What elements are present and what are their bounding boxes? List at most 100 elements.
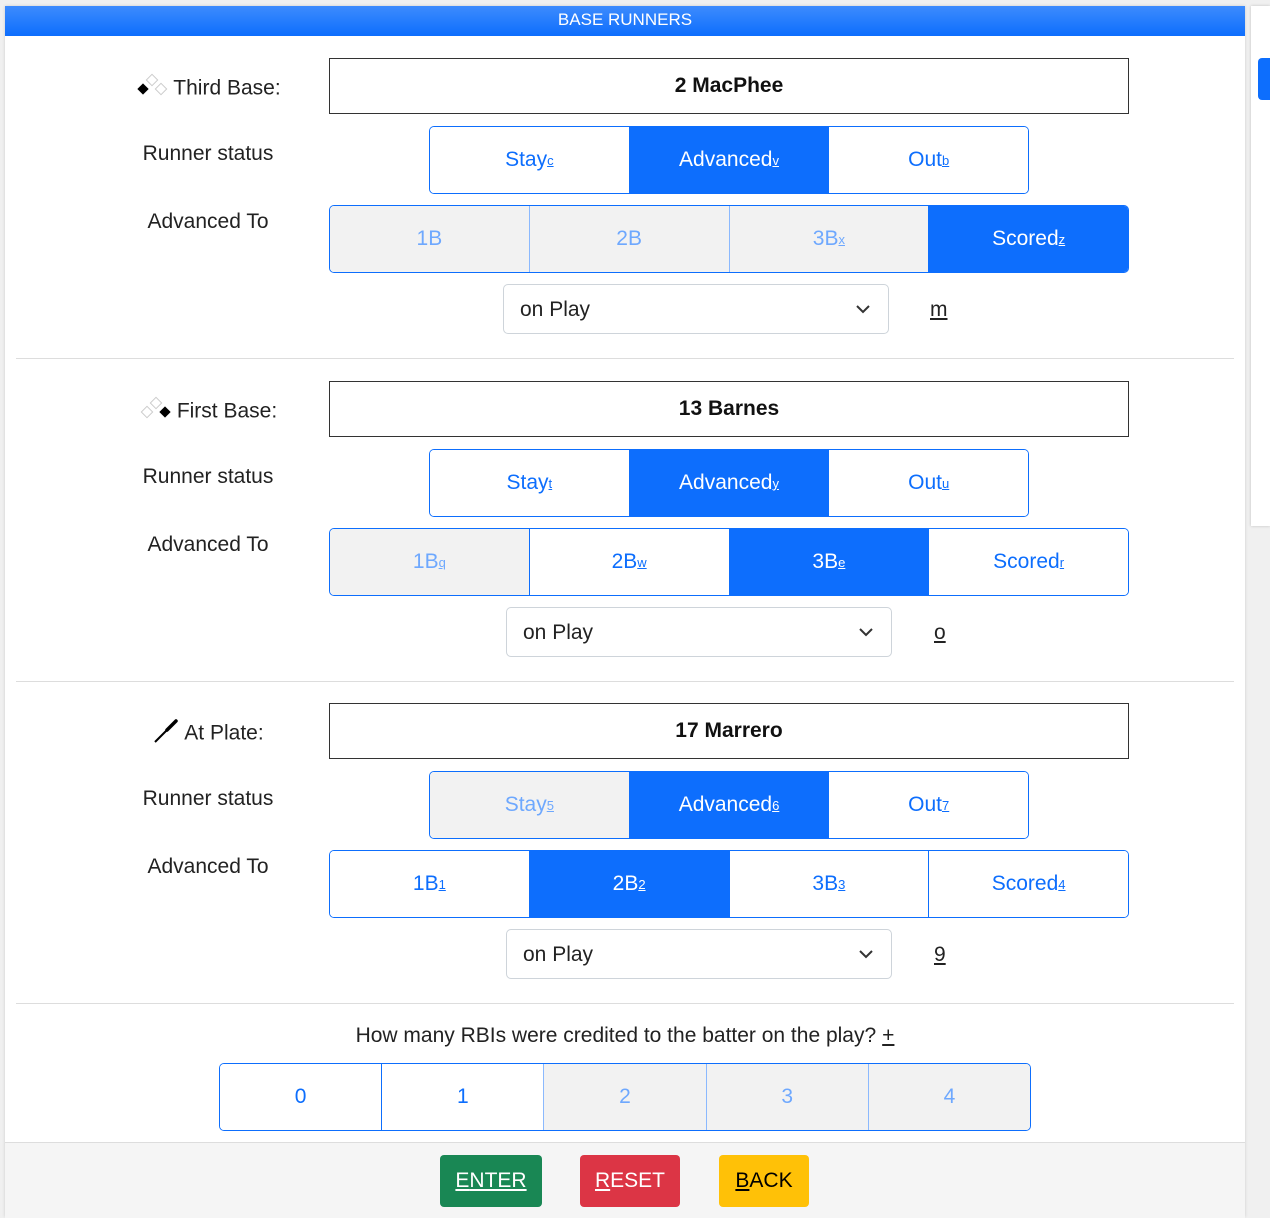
button-label: 2	[619, 1085, 631, 1108]
advance-3b-button[interactable]: 3B x	[728, 206, 929, 272]
advance-2b-button[interactable]: 2B 2	[528, 851, 729, 917]
button-label: Out	[908, 793, 942, 816]
advance-1b-button[interactable]: 1B 1	[330, 851, 529, 917]
runner-position-label: First Base:	[78, 396, 338, 428]
runner-section: First Base: 13 Barnes Runner status Advance…	[5, 359, 1245, 659]
runner-status-label: Runner status	[142, 465, 274, 488]
button-label: 2B	[616, 227, 642, 250]
hotkey-label: u	[941, 475, 950, 491]
runner-section: At Plate: 17 Marrero Runner status Advanced…	[5, 681, 1245, 981]
runner-name-box: 13 Barnes	[329, 381, 1129, 437]
play-select[interactable]: on Play	[503, 284, 889, 334]
section-divider	[16, 681, 1234, 682]
runner-status-label: Runner status	[142, 142, 274, 165]
button-label: 0	[294, 1085, 307, 1108]
hotkey-label: e	[838, 554, 846, 570]
runner-status-group: Stay 5 Advanced 6 Out 7	[429, 771, 1029, 839]
runner-position-label: At Plate:	[78, 718, 338, 750]
button-label: 3B	[812, 872, 839, 895]
section-divider	[16, 358, 1234, 359]
runner-status-group: Stay t Advanced y Out u	[429, 449, 1029, 517]
button-label: 1B	[412, 550, 439, 573]
back-button[interactable]: BACK	[719, 1155, 809, 1207]
advance-scored-button[interactable]: Scored 4	[928, 851, 1128, 917]
button-label: Advanced	[679, 471, 773, 494]
hotkey-label: 3	[838, 876, 846, 892]
hotkey-label: z	[1058, 231, 1066, 247]
hotkey-label: 5	[546, 797, 554, 813]
hotkey-label: t	[548, 475, 553, 491]
advance-1b-button[interactable]: 1B	[330, 206, 529, 272]
advanced-to-group: 1B 1 2B 2 3B 3 Scored 4	[329, 850, 1129, 918]
hotkey-label: 2	[638, 876, 646, 892]
button-label: 2B	[611, 550, 638, 573]
button-label: 1B	[412, 872, 439, 895]
rbi-3-button[interactable]: 3	[705, 1064, 868, 1130]
button-label: 3	[781, 1085, 794, 1108]
rbi-0-button[interactable]: 0	[220, 1064, 382, 1130]
hotkey-label: 1	[438, 876, 446, 892]
hotkey-label: r	[1059, 554, 1065, 570]
button-label: 1	[456, 1085, 469, 1108]
advance-scored-button[interactable]: Scored r	[928, 529, 1128, 595]
footer: ENTER RESET BACK	[5, 1142, 1245, 1218]
button-label: Stay	[506, 471, 549, 494]
advanced-to-group: 1B q 2B w 3B e Scored r	[329, 528, 1129, 596]
reset-button[interactable]: RESET	[580, 1155, 680, 1207]
hotkey-label: c	[547, 152, 554, 168]
side-panel	[1251, 6, 1270, 526]
button-label: Stay	[504, 793, 547, 816]
rbi-2-button[interactable]: 2	[543, 1064, 706, 1130]
position-label-text: First Base:	[176, 399, 278, 423]
base-runners-panel: BASE RUNNERS Third Base: 2 MacPhee Runner …	[5, 6, 1245, 1218]
select-value: on Play	[523, 943, 594, 966]
button-label: 2B	[612, 872, 639, 895]
status-out-button[interactable]: Out u	[828, 450, 1028, 516]
chevron-down-icon	[859, 608, 873, 677]
hotkey-label: w	[637, 554, 647, 570]
first-base-diamond-icon	[139, 396, 173, 427]
position-label-text: Third Base:	[173, 76, 281, 100]
status-advanced-button[interactable]: Advanced y	[628, 450, 829, 516]
runner-section: Third Base: 2 MacPhee Runner status Advance…	[5, 36, 1245, 336]
advanced-to-label: Advanced To	[147, 533, 269, 556]
rbi-4-button[interactable]: 4	[867, 1064, 1030, 1130]
advance-2b-button[interactable]: 2B w	[528, 529, 729, 595]
advance-2b-button[interactable]: 2B	[528, 206, 729, 272]
status-advanced-button[interactable]: Advanced v	[628, 127, 829, 193]
button-label: 4	[943, 1085, 956, 1108]
runner-name-box: 17 Marrero	[329, 703, 1129, 759]
play-select[interactable]: on Play	[506, 607, 892, 657]
select-value: on Play	[523, 621, 594, 644]
advance-3b-button[interactable]: 3B 3	[728, 851, 929, 917]
rbi-question: How many RBIs were credited to the batte…	[5, 1024, 1245, 1048]
hotkey-label: y	[772, 475, 779, 491]
rbi-question-text: How many RBIs were credited to the batte…	[355, 1024, 877, 1047]
section-divider	[16, 1003, 1234, 1004]
play-select[interactable]: on Play	[506, 929, 892, 979]
advance-1b-button[interactable]: 1B q	[330, 529, 529, 595]
button-label: 3B	[812, 550, 839, 573]
rbi-hotkey: +	[882, 1024, 895, 1047]
status-stay-button[interactable]: Stay t	[430, 450, 629, 516]
hotkey-label: 7	[941, 797, 950, 813]
select-hotkey: o	[934, 621, 946, 644]
status-stay-button[interactable]: Stay c	[430, 127, 629, 193]
side-tab[interactable]	[1258, 58, 1270, 100]
bat-icon	[152, 719, 180, 749]
advance-scored-button[interactable]: Scored z	[928, 206, 1128, 272]
third-base-diamond-icon	[135, 73, 169, 104]
enter-button[interactable]: ENTER	[440, 1155, 542, 1207]
status-stay-button[interactable]: Stay 5	[430, 772, 629, 838]
rbi-1-button[interactable]: 1	[381, 1064, 544, 1130]
button-label: Out	[908, 148, 942, 171]
hotkey-label: 4	[1058, 876, 1066, 892]
advanced-to-group: 1B 2B 3B x Scored z	[329, 205, 1129, 273]
chevron-down-icon	[856, 285, 870, 354]
status-out-button[interactable]: Out 7	[828, 772, 1028, 838]
advance-3b-button[interactable]: 3B e	[728, 529, 929, 595]
button-label: Scored	[991, 872, 1059, 895]
status-out-button[interactable]: Out b	[828, 127, 1028, 193]
rbi-button-group: 0 1 2 3 4	[219, 1063, 1031, 1131]
status-advanced-button[interactable]: Advanced 6	[628, 772, 829, 838]
